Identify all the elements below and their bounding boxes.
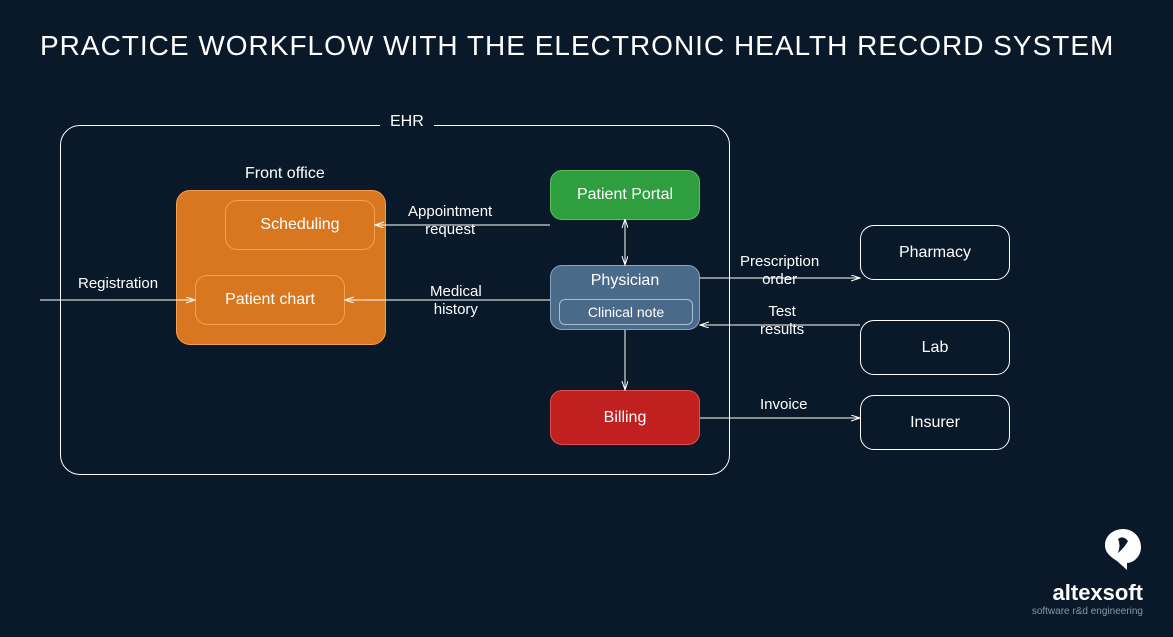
logo-name: altexsoft xyxy=(1032,580,1143,606)
invoice-edge-label: Invoice xyxy=(760,396,808,414)
prescription-edge-label: Prescription order xyxy=(740,253,819,289)
patient-portal-label: Patient Portal xyxy=(577,186,673,204)
insurer-label: Insurer xyxy=(910,414,960,432)
lab-label: Lab xyxy=(922,339,949,357)
logo-icon xyxy=(1103,527,1143,571)
billing-label: Billing xyxy=(604,409,647,427)
pharmacy-node: Pharmacy xyxy=(860,225,1010,280)
test-results-edge-label: Test results xyxy=(760,303,804,339)
lab-node: Lab xyxy=(860,320,1010,375)
scheduling-label: Scheduling xyxy=(260,216,339,234)
registration-edge-label: Registration xyxy=(78,275,158,293)
patient-portal-node: Patient Portal xyxy=(550,170,700,220)
pharmacy-label: Pharmacy xyxy=(899,244,971,262)
medical-history-edge-label: Medical history xyxy=(430,283,482,319)
billing-node: Billing xyxy=(550,390,700,445)
clinical-note-label: Clinical note xyxy=(588,304,664,320)
insurer-node: Insurer xyxy=(860,395,1010,450)
physician-label: Physician xyxy=(591,272,659,290)
scheduling-node: Scheduling xyxy=(225,200,375,250)
page-title: PRACTICE WORKFLOW WITH THE ELECTRONIC HE… xyxy=(40,30,1114,62)
patient-chart-label: Patient chart xyxy=(225,291,315,309)
physician-node: Physician Clinical note xyxy=(550,265,700,330)
patient-chart-node: Patient chart xyxy=(195,275,345,325)
logo: altexsoft software r&d engineering xyxy=(1032,527,1143,617)
ehr-label: EHR xyxy=(380,113,434,131)
logo-tagline: software r&d engineering xyxy=(1032,606,1143,617)
clinical-note-inner: Clinical note xyxy=(559,299,693,325)
front-office-label: Front office xyxy=(235,165,335,183)
appointment-edge-label: Appointment request xyxy=(408,203,492,239)
